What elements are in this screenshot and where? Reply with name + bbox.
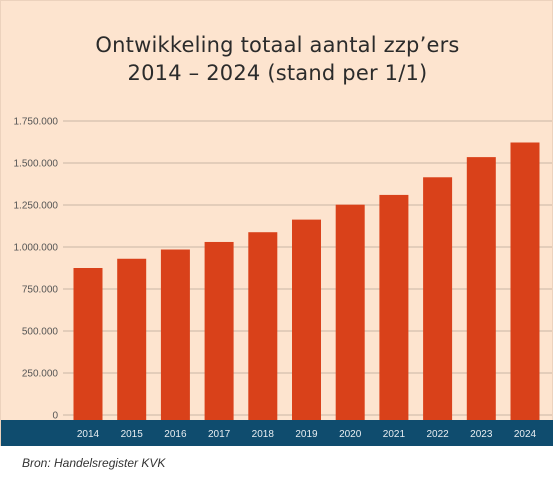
x-axis-band bbox=[1, 420, 553, 446]
source-note: Bron: Handelsregister KVK bbox=[22, 456, 166, 470]
x-tick-label-2022: 2022 bbox=[426, 429, 449, 440]
x-tick-label-2014: 2014 bbox=[77, 429, 100, 440]
x-tick-label-2018: 2018 bbox=[252, 429, 275, 440]
chart-title-line-1: Ontwikkeling totaal aantal zzp’ers bbox=[95, 33, 460, 57]
bar-2022 bbox=[423, 177, 453, 420]
bar-2024 bbox=[510, 142, 540, 420]
y-tick-label-0: 0 bbox=[52, 411, 58, 422]
x-tick-label-2016: 2016 bbox=[164, 429, 187, 440]
x-tick-label-2020: 2020 bbox=[339, 429, 362, 440]
x-tick-label-2019: 2019 bbox=[295, 429, 318, 440]
y-tick-label-2: 500.000 bbox=[22, 327, 59, 338]
y-tick-label-4: 1.000.000 bbox=[14, 243, 59, 254]
x-tick-label-2015: 2015 bbox=[121, 429, 144, 440]
x-tick-label-2017: 2017 bbox=[208, 429, 231, 440]
x-tick-label-2021: 2021 bbox=[383, 429, 406, 440]
bar-2019 bbox=[292, 219, 321, 420]
y-tick-label-5: 1.250.000 bbox=[14, 201, 59, 212]
y-tick-label-3: 750.000 bbox=[22, 285, 59, 296]
bar-2015 bbox=[117, 258, 147, 420]
chart-title-line-2: 2014 – 2024 (stand per 1/1) bbox=[127, 61, 428, 85]
bar-2021 bbox=[379, 194, 409, 420]
bar-chart: 0 250.000 500.000 750.000 1.000.000 1.250.000… bbox=[1, 117, 553, 446]
y-tick-label-6: 1.500.000 bbox=[14, 159, 59, 170]
bar-2018 bbox=[248, 232, 278, 420]
y-tick-label-1: 250.000 bbox=[22, 369, 59, 380]
bar-2017 bbox=[204, 241, 234, 420]
chart-card: Ontwikkeling totaal aantal zzp’ers 2014 … bbox=[0, 0, 553, 446]
bar-2023 bbox=[466, 157, 496, 420]
y-tick-label-7: 1.750.000 bbox=[14, 117, 59, 128]
x-tick-label-2023: 2023 bbox=[470, 429, 493, 440]
bar-2014 bbox=[73, 268, 103, 420]
x-tick-label-2024: 2024 bbox=[514, 429, 537, 440]
bar-2020 bbox=[335, 204, 365, 420]
bar-2016 bbox=[160, 249, 190, 420]
